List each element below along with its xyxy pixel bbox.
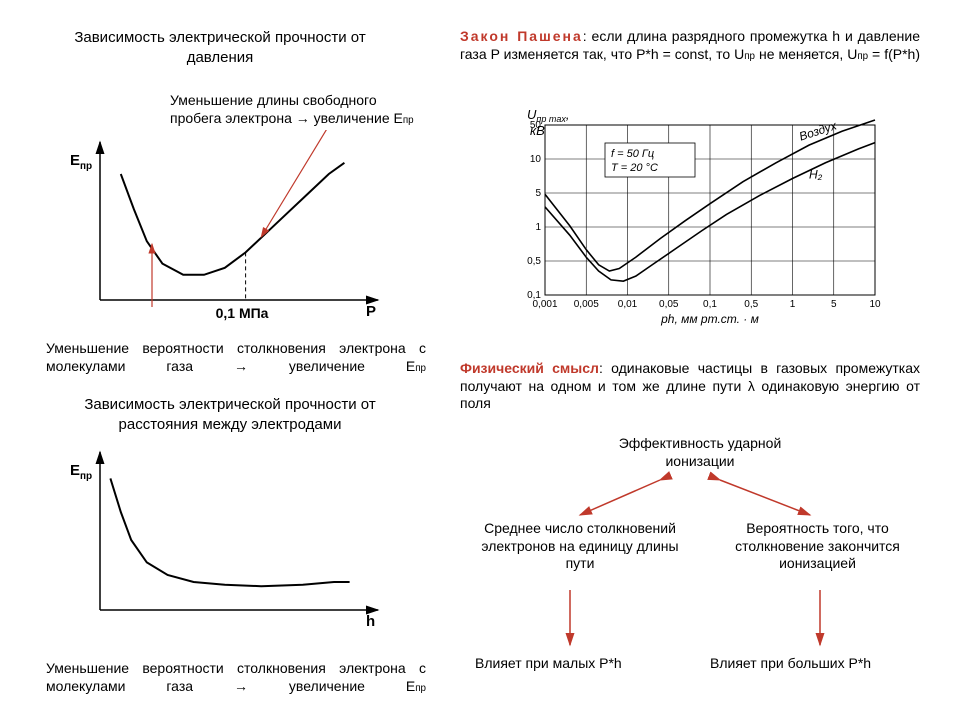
svg-text:T = 20 °C: T = 20 °C [611, 162, 658, 174]
svg-text:1: 1 [535, 222, 541, 233]
svg-text:f = 50 Гц: f = 50 Гц [611, 148, 654, 160]
tree-child-left: Среднее число столкновений электронов на… [475, 520, 685, 573]
paschen-sub2: пр [857, 51, 868, 62]
svg-text:10: 10 [869, 299, 881, 310]
svg-text:0,1: 0,1 [527, 290, 541, 301]
svg-text:ph, мм рт.ст. · м: ph, мм рт.ст. · м [660, 312, 759, 326]
svg-text:10: 10 [530, 154, 542, 165]
physical-meaning-label: Физический смысл [460, 360, 599, 376]
anno-collision-2: Уменьшение вероятности столкновения элек… [46, 660, 426, 695]
svg-text:0,1: 0,1 [703, 299, 717, 310]
chart-e-vs-h: Eпр h [60, 440, 390, 640]
anno-collision-2-sub: пр [415, 683, 426, 694]
svg-text:0,1 МПа: 0,1 МПа [216, 305, 269, 321]
tree-child-right: Вероятность того, что столкновение закон… [710, 520, 925, 573]
svg-text:1: 1 [790, 299, 796, 310]
svg-text:0,5: 0,5 [744, 299, 758, 310]
paschen-law-text: Закон Пашена: если длина разрядного пром… [460, 28, 920, 63]
svg-text:0,05: 0,05 [659, 299, 679, 310]
chart-paschen: 0,0010,0050,010,050,10,51510 0,10,515105… [490, 90, 910, 340]
svg-text:0,005: 0,005 [574, 299, 599, 310]
svg-text:Eпр: Eпр [70, 462, 92, 482]
anno-free-path: Уменьшение длины свободного пробега элек… [170, 92, 430, 127]
svg-text:H₂: H₂ [809, 168, 823, 182]
svg-text:Uпр max,: Uпр max, [527, 107, 569, 124]
paschen-mid: не меняется, U [755, 46, 857, 62]
anno-free-path-text: Уменьшение длины свободного пробега элек… [170, 92, 403, 126]
anno-free-path-sub: пр [403, 115, 414, 126]
svg-text:0,01: 0,01 [618, 299, 638, 310]
svg-text:0,5: 0,5 [527, 256, 541, 267]
paschen-sub1: пр [744, 51, 755, 62]
title-e-vs-h: Зависимость электрической прочности от р… [55, 395, 405, 434]
svg-text:5: 5 [831, 299, 837, 310]
svg-text:Eпр: Eпр [70, 152, 92, 172]
paschen-law-label: Закон Пашена [460, 28, 583, 44]
svg-text:кВ: кВ [530, 123, 545, 138]
anno-collision-1-text: Уменьшение вероятности столкновения элек… [46, 340, 426, 374]
svg-text:5: 5 [535, 188, 541, 199]
anno-collision-1-sub: пр [415, 363, 426, 374]
anno-collision-2-text: Уменьшение вероятности столкновения элек… [46, 660, 426, 694]
svg-text:P: P [366, 303, 376, 320]
tree-leaf-right: Влияет при больших P*h [710, 655, 925, 673]
tree-leaf-left: Влияет при малых P*h [475, 655, 675, 673]
paschen-end: = f(P*h) [868, 46, 920, 62]
chart-e-vs-p: Eпр P 0,1 МПа [60, 130, 390, 330]
svg-text:Воздух: Воздух [797, 118, 839, 144]
anno-collision-1: Уменьшение вероятности столкновения элек… [46, 340, 426, 375]
physical-meaning: Физический смысл: одинаковые частицы в г… [460, 360, 920, 413]
title-e-vs-p: Зависимость электрической прочности от д… [70, 28, 370, 67]
svg-text:h: h [366, 613, 375, 630]
